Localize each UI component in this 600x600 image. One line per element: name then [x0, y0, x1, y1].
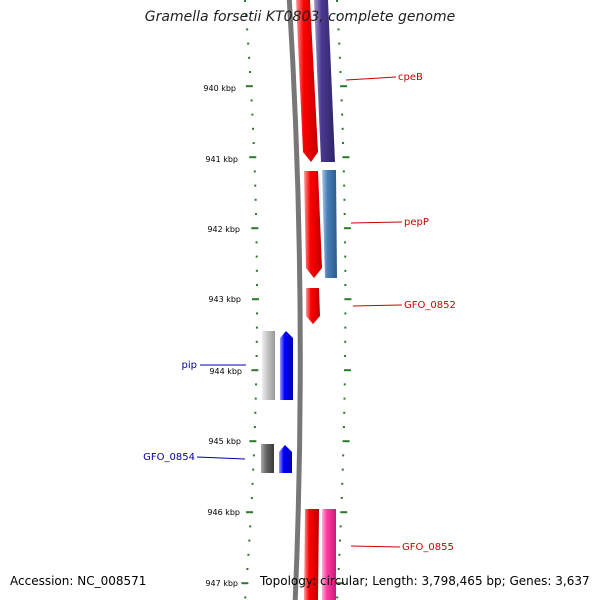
- leader-cpeB: [345, 76, 397, 81]
- cds-steelblue[interactable]: [322, 170, 337, 278]
- leader-gfo0854: [196, 456, 246, 460]
- topology-text: Topology: circular; Length: 3,798,465 bp…: [260, 574, 590, 588]
- scale-labels: 940 kbp 941 kbp 942 kbp 943 kbp 944 kbp …: [203, 84, 242, 588]
- cds-forward-2[interactable]: [304, 171, 322, 278]
- tick-label-943: 943 kbp: [208, 295, 241, 304]
- cds-forward-3[interactable]: [306, 288, 320, 324]
- gene-label-cpeB[interactable]: cpeB: [398, 72, 423, 83]
- accession-text: Accession: NC_008571: [10, 574, 147, 588]
- scale-dots-left: [241, 0, 259, 599]
- cds-forward-4[interactable]: [304, 509, 319, 600]
- genome-backbone: [286, 0, 303, 600]
- scale-dots-right: [336, 0, 352, 599]
- tick-label-945: 945 kbp: [208, 437, 241, 446]
- gene-labels: cpeB pepP GFO_0852 pip GFO_0854 GFO_0855: [143, 72, 456, 553]
- cds-gray-1[interactable]: [262, 331, 275, 400]
- leader-gfo0852: [352, 304, 403, 307]
- page-title: Gramella forsetii KT0803, complete genom…: [144, 9, 456, 25]
- cds-gray-2[interactable]: [261, 444, 274, 473]
- cds-reverse-gfo0854[interactable]: [279, 445, 292, 473]
- tick-label-946: 946 kbp: [207, 508, 240, 517]
- tick-label-941: 941 kbp: [205, 155, 238, 164]
- feature-track: [261, 0, 337, 600]
- leader-gfo0855: [350, 545, 401, 548]
- gene-label-gfo0852[interactable]: GFO_0852: [404, 300, 456, 311]
- cds-purple[interactable]: [314, 0, 335, 162]
- gene-label-pip[interactable]: pip: [182, 360, 197, 371]
- tick-label-940: 940 kbp: [203, 84, 236, 93]
- cds-reverse-pip[interactable]: [280, 331, 293, 400]
- tick-label-942: 942 kbp: [207, 225, 240, 234]
- leader-pepP: [350, 221, 403, 224]
- gene-label-gfo0855[interactable]: GFO_0855: [402, 542, 454, 553]
- cds-forward-1[interactable]: [296, 0, 318, 162]
- cds-magenta[interactable]: [322, 509, 336, 600]
- gene-label-gfo0854[interactable]: GFO_0854: [143, 452, 195, 463]
- tick-label-944: 944 kbp: [209, 367, 242, 376]
- gene-label-pepP[interactable]: pepP: [404, 217, 429, 228]
- tick-label-947: 947 kbp: [205, 579, 238, 588]
